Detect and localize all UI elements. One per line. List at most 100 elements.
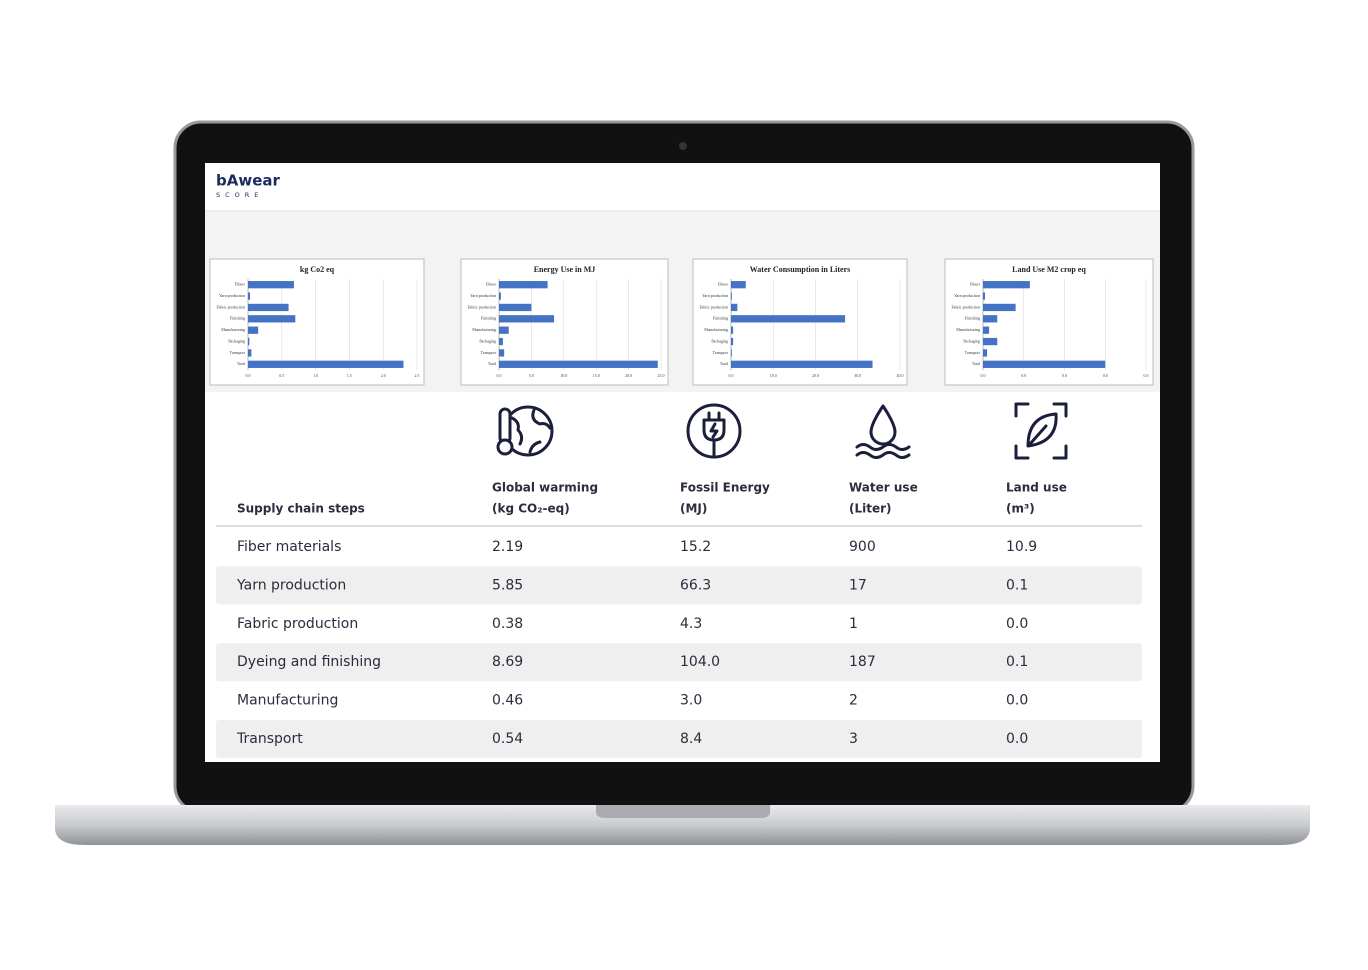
camera [679,142,687,150]
column-unit: (m³) [1006,502,1035,516]
row-stripe [216,566,1142,605]
cell-value: 0.54 [492,731,523,747]
x-tick-label: 0.0 [981,373,986,378]
cell-value: 104.0 [680,654,720,670]
x-tick-label: 2.0 [381,373,386,378]
bar [499,281,548,289]
category-label: Yarn production [219,293,245,298]
column-header: Fossil Energy [680,481,770,495]
x-tick-label: 0.0 [246,373,251,378]
logo: bAwear [216,172,280,190]
category-label: Transport [965,350,981,355]
category-label: Manufacturing [472,327,496,332]
x-tick-label: 10.0 [770,373,777,378]
cell-value: 0.46 [492,693,523,709]
x-tick-label: 1.5 [347,373,352,378]
bar [248,281,294,289]
column-unit: (kg CO₂-eq) [492,502,570,516]
cell-value: 187 [849,654,876,670]
row-label: Dyeing and finishing [237,654,381,670]
cell-value: 3.0 [680,693,702,709]
row-label: Yarn production [236,577,346,593]
x-tick-label: 0.5 [279,373,284,378]
category-label: Packaging [228,338,245,343]
x-tick-label: 0.0 [1021,373,1026,378]
x-tick-label: 0.0 [1062,373,1067,378]
column-header: Supply chain steps [237,502,365,516]
category-label: Total [488,361,497,366]
category-label: Fabric production [951,304,980,309]
bar [248,315,296,323]
bar [731,326,734,334]
bar [248,303,289,312]
cell-value: 15.2 [680,539,711,555]
cell-value: 66.3 [680,577,711,593]
bar [731,349,732,357]
bar [248,292,251,300]
category-label: Fibers [486,282,496,287]
column-header: Land use [1006,481,1067,495]
category-label: Transport [481,350,497,355]
chart-title: Energy Use in MJ [534,265,596,274]
category-label: Fabric production [216,304,245,309]
cell-value: 2.19 [492,539,523,555]
column-header: Global warming [492,481,598,495]
category-label: Fabric production [467,304,496,309]
row-stripe [216,643,1142,682]
bar [499,337,503,346]
category-label: Finishing [965,316,980,321]
bar [499,349,505,357]
cell-value: 0.0 [1006,693,1028,709]
land-use-icon [1014,402,1068,460]
category-label: Packaging [963,338,980,343]
screen-content: kg Co2 eq 0.0 0.5 1.0 1.5 2.0 2.5 Fibers Yarn pr… [209,258,1154,758]
cell-value: 4.3 [680,616,702,632]
x-tick-label: 2.5 [415,373,420,378]
cell-value: 900 [849,539,876,555]
category-label: Total [237,361,246,366]
bar [983,292,986,300]
x-tick-label: 40.0 [897,373,904,378]
category-label: Finishing [230,316,245,321]
column-unit: (MJ) [680,502,707,516]
x-tick-label: 0.0 [1144,373,1149,378]
x-tick-label: 20.0 [812,373,819,378]
row-label: Transport [236,731,303,747]
laptop-notch [596,805,770,818]
bar [499,303,532,312]
bar [499,292,501,300]
category-label: Finishing [481,316,496,321]
cell-value: 5.85 [492,577,523,593]
bar [248,349,252,357]
water-use-icon [855,404,911,459]
x-tick-label: 30.0 [854,373,861,378]
row-stripe [216,720,1142,758]
bar [248,326,259,334]
column-header: Water use [849,481,918,495]
bar [983,337,998,346]
bar [983,281,1030,289]
category-label: Transport [230,350,246,355]
bar [983,303,1016,312]
category-label: Fabric production [699,304,728,309]
cell-value: 8.69 [492,654,523,670]
bar [731,303,738,312]
row-label: Fiber materials [237,539,341,555]
category-label: Manufacturing [704,327,728,332]
chart-title: Water Consumption in Liters [750,265,851,274]
x-tick-label: 5.0 [529,373,534,378]
x-tick-label: 10.0 [560,373,567,378]
x-tick-label: 15.0 [593,373,600,378]
table-icons [496,402,1068,460]
x-tick-label: 0.0 [1103,373,1108,378]
x-tick-label: 0.0 [497,373,502,378]
bar [983,360,1106,368]
cell-value: 8.4 [680,731,702,747]
bar [731,292,732,300]
fossil-energy-icon [686,403,742,459]
cell-value: 10.9 [1006,539,1037,555]
row-label: Manufacturing [237,693,338,709]
cell-value: 1 [849,616,858,632]
bar [731,315,846,323]
